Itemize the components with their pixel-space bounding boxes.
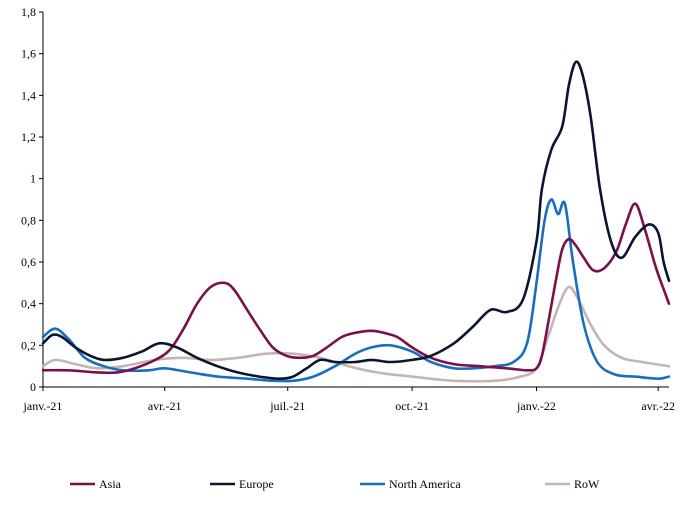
legend-label-europe: Europe xyxy=(239,477,274,491)
series-line-europe xyxy=(41,60,671,380)
series-line-north-america xyxy=(41,198,671,383)
x-tick-label: janv.-21 xyxy=(23,399,63,413)
x-tick-label: avr.-21 xyxy=(148,399,182,413)
x-tick-label: juil.-21 xyxy=(269,399,305,413)
y-axis-ticks: 0 0,2 0,4 0,6 0,8 1 1,2 1,4 1,6 1,8 xyxy=(21,5,43,394)
y-tick-label: 1 xyxy=(30,172,36,186)
series-lines xyxy=(41,60,671,383)
series-line-row xyxy=(41,285,671,383)
x-axis-ticks: janv.-21 avr.-21 juil.-21 oct.-21 janv.-22 av… xyxy=(23,387,675,413)
y-tick-label: 1,8 xyxy=(21,5,36,19)
legend-label-row: RoW xyxy=(574,477,600,491)
x-tick-label: janv.-22 xyxy=(516,399,556,413)
legend: Asia Europe North America RoW xyxy=(70,477,600,491)
x-tick-label: avr.-22 xyxy=(641,399,675,413)
y-tick-label: 1,2 xyxy=(21,130,36,144)
y-tick-label: 0,6 xyxy=(21,255,36,269)
y-tick-label: 0,2 xyxy=(21,338,36,352)
y-tick-label: 0,4 xyxy=(21,297,36,311)
y-tick-label: 0 xyxy=(30,380,36,394)
y-tick-label: 0,8 xyxy=(21,213,36,227)
legend-label-north-america: North America xyxy=(389,477,461,491)
y-tick-label: 1,4 xyxy=(21,88,36,102)
plot-area: 0 0,2 0,4 0,6 0,8 1 1,2 1,4 1,6 1,8 janv.-21 avr.-… xyxy=(21,5,675,413)
series-line-asia xyxy=(41,202,671,375)
x-tick-label: oct.-21 xyxy=(395,399,429,413)
legend-label-asia: Asia xyxy=(99,477,122,491)
y-tick-label: 1,6 xyxy=(21,47,36,61)
